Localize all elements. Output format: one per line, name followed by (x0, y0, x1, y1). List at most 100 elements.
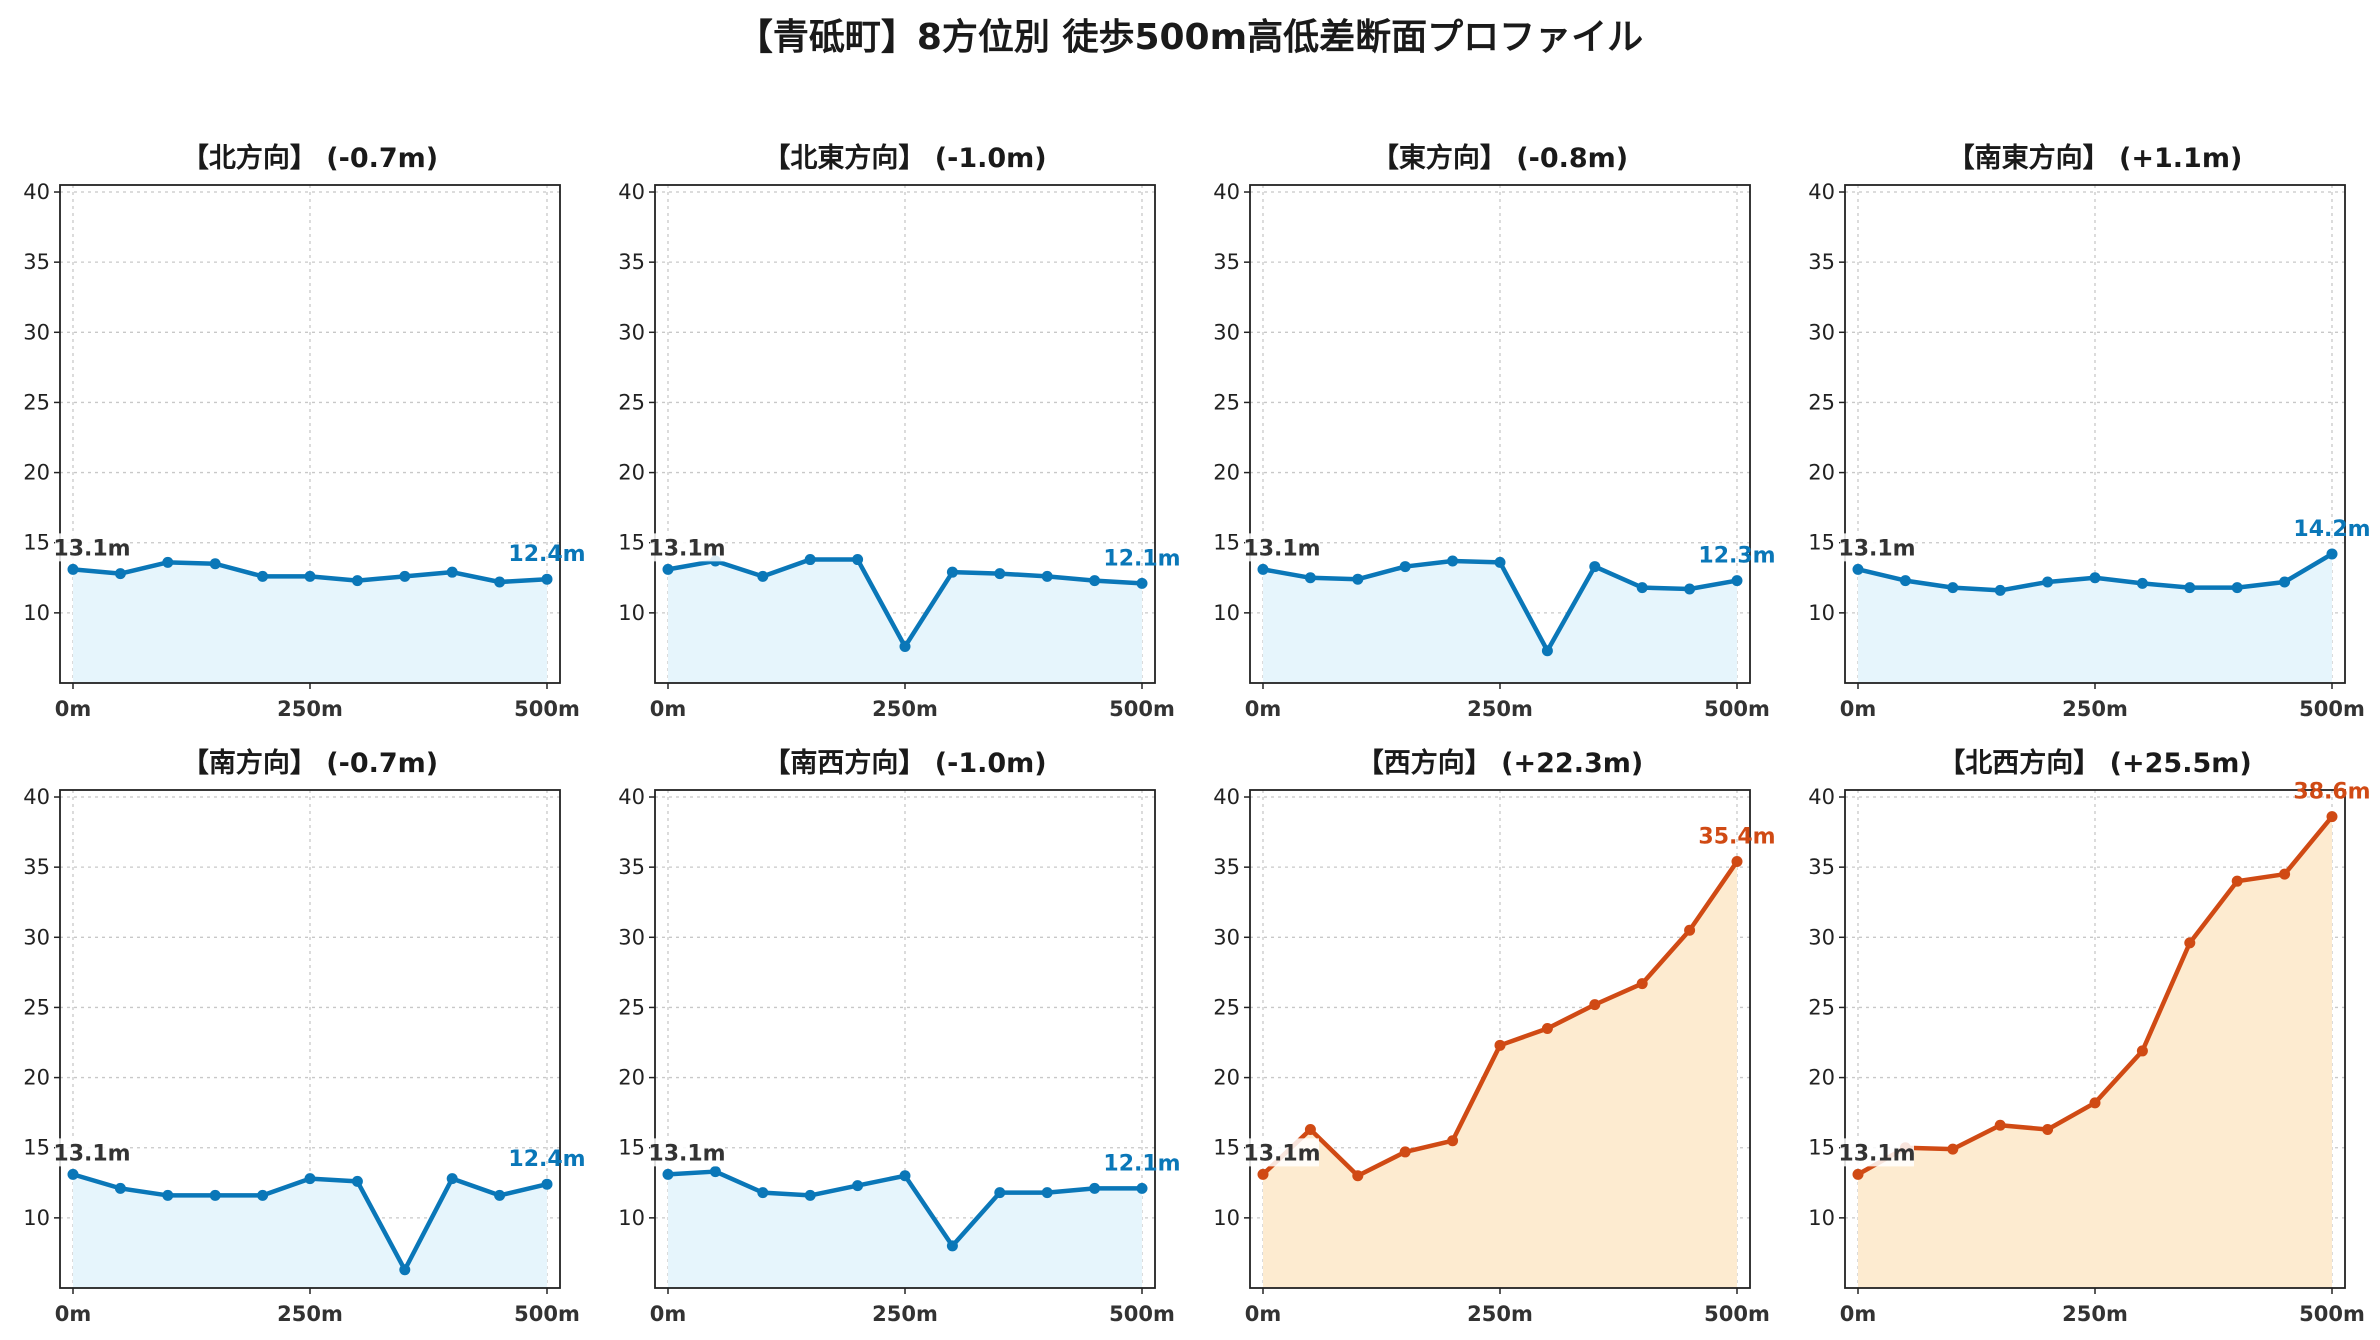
y-tick-label: 20 (23, 461, 50, 485)
y-tick-label: 15 (618, 531, 645, 555)
data-point (162, 556, 174, 568)
data-point (494, 1189, 506, 1201)
end-elevation-label: 12.4m (508, 542, 585, 567)
elevation-area (1263, 861, 1737, 1288)
start-elevation-label: 13.1m (648, 536, 725, 561)
y-tick-label: 40 (23, 180, 50, 204)
x-tick-label: 0m (1840, 1302, 1877, 1326)
end-elevation-label: 38.6m (2293, 780, 2370, 805)
y-tick-label: 20 (1213, 461, 1240, 485)
y-tick-label: 25 (1808, 995, 1835, 1019)
y-tick-label: 15 (1213, 1136, 1240, 1160)
y-tick-label: 35 (1808, 855, 1835, 879)
x-tick-label: 0m (1245, 1302, 1282, 1326)
data-point (804, 554, 816, 566)
data-point (1089, 1182, 1101, 1194)
data-point (2184, 937, 2196, 949)
y-tick-label: 10 (1213, 1206, 1240, 1230)
data-point (351, 1175, 363, 1187)
data-point (1541, 1022, 1553, 1034)
data-point (2136, 577, 2148, 589)
figure-title: 【青砥町】8方位別 徒歩500m高低差断面プロファイル (736, 17, 1644, 58)
y-tick-label: 20 (1213, 1066, 1240, 1090)
y-tick-label: 40 (618, 180, 645, 204)
y-tick-label: 25 (1808, 390, 1835, 414)
subplot-title: 【北東方向】 (-1.0m) (763, 142, 1046, 174)
data-point (1257, 1168, 1269, 1180)
data-point (1041, 1187, 1053, 1199)
start-elevation-label: 13.1m (53, 536, 130, 561)
elevation-area (1263, 560, 1737, 683)
data-point (209, 1189, 221, 1201)
data-point (2326, 811, 2338, 823)
elevation-area (1858, 816, 2332, 1288)
y-tick-label: 25 (1213, 995, 1240, 1019)
data-point (304, 1173, 316, 1185)
y-tick-label: 30 (23, 320, 50, 344)
data-point (2042, 576, 2054, 588)
x-tick-label: 250m (1467, 1302, 1533, 1326)
start-label-bg (1245, 533, 1319, 562)
data-point (1852, 563, 1864, 575)
data-point (804, 1189, 816, 1201)
data-point (2136, 1045, 2148, 1057)
y-tick-label: 10 (1808, 1206, 1835, 1230)
subplot-title: 【北西方向】 (+25.5m) (1938, 747, 2251, 779)
start-label-bg (1840, 1138, 1914, 1167)
end-elevation-label: 12.4m (508, 1147, 585, 1172)
data-point (1447, 1135, 1459, 1147)
y-tick-label: 20 (23, 1066, 50, 1090)
data-point (446, 566, 458, 578)
data-point (257, 570, 269, 582)
data-point (2184, 582, 2196, 594)
y-tick-label: 30 (1808, 320, 1835, 344)
subplot-4: 【南東方向】 (+1.1m) 10 15 20 25 30 35 40 0m 250m 500m 13… (1808, 142, 2370, 721)
start-label-bg (55, 533, 129, 562)
y-tick-label: 40 (23, 785, 50, 809)
data-point (2089, 1097, 2101, 1109)
data-point (1589, 561, 1601, 573)
y-tick-label: 15 (23, 531, 50, 555)
data-point (1041, 570, 1053, 582)
data-point (399, 570, 411, 582)
data-point (1399, 1146, 1411, 1158)
data-point (2279, 576, 2291, 588)
start-label-bg (650, 533, 724, 562)
y-tick-label: 15 (1213, 531, 1240, 555)
subplot-title: 【南西方向】 (-1.0m) (763, 747, 1046, 779)
data-point (1089, 575, 1101, 587)
elevation-area (73, 1174, 547, 1288)
data-point (67, 1168, 79, 1180)
subplot-title: 【南東方向】 (+1.1m) (1948, 142, 2243, 174)
x-tick-label: 0m (1245, 697, 1282, 721)
data-point (1636, 978, 1648, 990)
subplot-7: 【西方向】 (+22.3m) 10 15 20 25 30 35 40 0m 250m 500m 13… (1213, 747, 1775, 1326)
data-point (1399, 561, 1411, 573)
subplot-8: 【北西方向】 (+25.5m) 10 15 20 25 30 35 40 0m 250m 500m 1… (1808, 747, 2370, 1326)
data-point (446, 1173, 458, 1185)
subplot-title: 【南方向】 (-0.7m) (182, 747, 438, 779)
y-tick-label: 20 (1808, 461, 1835, 485)
x-tick-label: 0m (55, 697, 92, 721)
y-tick-label: 10 (1213, 601, 1240, 625)
y-tick-label: 35 (1213, 855, 1240, 879)
start-label-bg (650, 1138, 724, 1167)
data-point (1994, 584, 2006, 596)
x-tick-label: 0m (55, 1302, 92, 1326)
data-point (1541, 645, 1553, 657)
y-tick-label: 30 (1213, 320, 1240, 344)
y-tick-label: 25 (618, 390, 645, 414)
data-point (399, 1264, 411, 1276)
y-tick-label: 40 (618, 785, 645, 809)
y-tick-label: 35 (23, 855, 50, 879)
data-point (1899, 575, 1911, 587)
subplot-1: 【北方向】 (-0.7m) 10 15 20 25 30 35 40 0m 250m 500m 13.… (23, 142, 585, 721)
y-tick-label: 30 (618, 320, 645, 344)
y-tick-label: 40 (1213, 785, 1240, 809)
x-tick-label: 0m (650, 1302, 687, 1326)
y-tick-label: 25 (23, 995, 50, 1019)
x-tick-label: 500m (514, 697, 580, 721)
data-point (1352, 1170, 1364, 1182)
x-tick-label: 250m (1467, 697, 1533, 721)
start-elevation-label: 13.1m (1243, 536, 1320, 561)
